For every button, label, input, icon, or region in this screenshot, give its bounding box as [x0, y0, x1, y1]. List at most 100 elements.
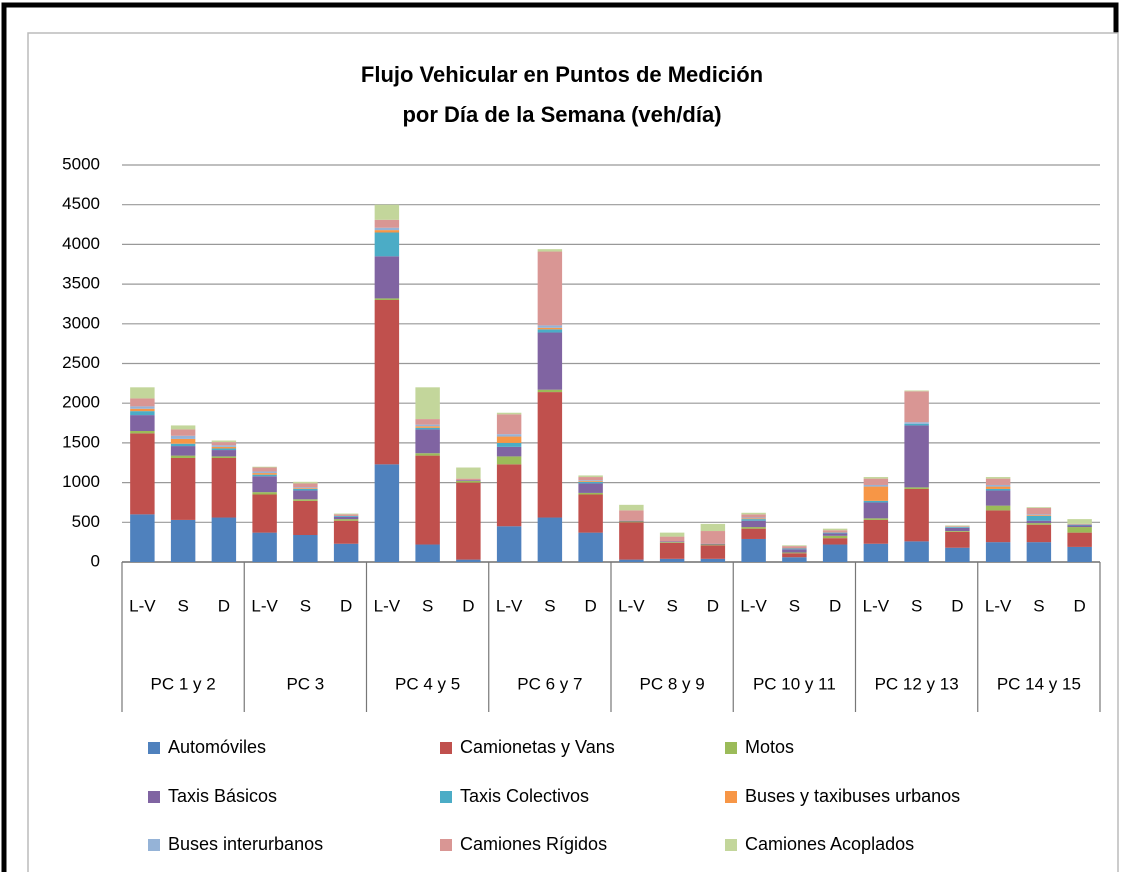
bar-segment — [578, 480, 603, 482]
bar-segment — [945, 531, 970, 532]
bar-segment — [456, 559, 481, 562]
bar-segment — [537, 325, 563, 328]
bar-segment — [170, 519, 196, 562]
bar-segment — [415, 424, 440, 427]
bar-segment — [985, 478, 1011, 485]
bar-segment — [496, 434, 522, 437]
bar-segment — [863, 477, 889, 479]
legend-label: Buses interurbanos — [168, 834, 323, 854]
bar-segment — [456, 480, 481, 482]
bar-segment — [1067, 523, 1092, 525]
bar-segment — [252, 492, 277, 495]
bar-segment — [659, 542, 685, 559]
bar-segment — [619, 521, 644, 523]
bar-segment — [985, 505, 1011, 511]
bar-segment — [252, 476, 277, 493]
bar-segment — [537, 327, 563, 330]
bar-segment — [211, 450, 237, 457]
bar-segment — [170, 457, 196, 520]
bar-segment — [252, 467, 277, 472]
bar-segment — [415, 455, 440, 545]
bar-segment — [741, 538, 766, 562]
bar-segment — [822, 533, 848, 536]
x-tick-label: D — [951, 596, 963, 615]
legend-label: Taxis Básicos — [168, 786, 277, 806]
bar-segment — [578, 532, 603, 562]
bar-segment — [496, 526, 522, 562]
bar-segment — [945, 531, 970, 548]
bar-segment — [1026, 508, 1052, 515]
bar-segment — [293, 500, 318, 536]
bar-segment — [985, 542, 1011, 562]
bar-segment — [1067, 546, 1092, 562]
x-tick-label: L-V — [129, 596, 156, 615]
legend-swatch — [148, 742, 160, 754]
bar-segment — [659, 542, 685, 543]
bar-segment — [130, 411, 155, 416]
bar-segment — [333, 516, 359, 520]
bar-segment — [945, 525, 970, 527]
bar-segment — [415, 427, 440, 430]
bar-segment — [619, 504, 644, 511]
bar-segment — [1026, 514, 1052, 516]
legend-label: Buses y taxibuses urbanos — [745, 786, 960, 806]
bar-segment — [822, 528, 848, 531]
bar-segment — [252, 532, 277, 562]
bar-segment — [904, 391, 929, 423]
bar-segment — [741, 527, 766, 529]
bar-segment — [496, 412, 522, 415]
bar-segment — [1067, 519, 1092, 524]
bar-segment — [333, 515, 359, 517]
y-tick-label: 2500 — [62, 353, 100, 372]
legend-label: Camiones Rígidos — [460, 834, 607, 854]
bar-segment — [945, 526, 970, 528]
bar-segment — [333, 519, 359, 521]
legend-swatch — [440, 742, 452, 754]
bar-segment — [170, 425, 196, 430]
bar-segment — [456, 481, 481, 483]
bar-segment — [985, 488, 1011, 491]
bar-segment — [170, 438, 196, 444]
legend-swatch — [725, 839, 737, 851]
bar-segment — [619, 559, 644, 562]
bar-segment — [863, 543, 889, 562]
bar-segment — [130, 398, 155, 407]
bar-segment — [374, 232, 400, 257]
x-tick-label: D — [707, 596, 719, 615]
bar-segment — [659, 532, 685, 537]
x-tick-label: L-V — [740, 596, 767, 615]
bar-segment — [741, 528, 766, 539]
bar-segment — [415, 429, 440, 454]
bar-segment — [170, 435, 196, 439]
bar-segment — [211, 517, 237, 562]
bar-segment — [456, 478, 481, 481]
bar-segment — [293, 535, 318, 562]
bar-segment — [333, 520, 359, 544]
x-tick-label: D — [218, 596, 230, 615]
bar-segment — [333, 513, 359, 515]
bar-segment — [1026, 524, 1052, 543]
bar-segment — [700, 544, 726, 546]
bar-segment — [741, 519, 766, 521]
bar-segment — [782, 545, 807, 547]
x-tick-label: S — [300, 596, 311, 615]
y-tick-label: 3000 — [62, 313, 100, 332]
bar-segment — [863, 478, 889, 485]
bar-segment — [945, 527, 970, 528]
legend-swatch — [725, 742, 737, 754]
y-tick-label: 500 — [72, 512, 100, 531]
bar-segment — [496, 456, 522, 465]
bar-segment — [822, 530, 848, 533]
bar-segment — [945, 547, 970, 562]
bar-segment — [578, 481, 603, 484]
bar-segment — [1026, 507, 1052, 509]
bar-segment — [863, 519, 889, 544]
x-tick-label: L-V — [618, 596, 645, 615]
bar-segment — [211, 442, 237, 446]
bar-segment — [130, 387, 155, 399]
bar-segment — [170, 446, 196, 456]
bar-segment — [537, 389, 563, 393]
bar-segment — [537, 517, 563, 562]
x-tick-label: D — [462, 596, 474, 615]
bar-segment — [1026, 515, 1052, 521]
